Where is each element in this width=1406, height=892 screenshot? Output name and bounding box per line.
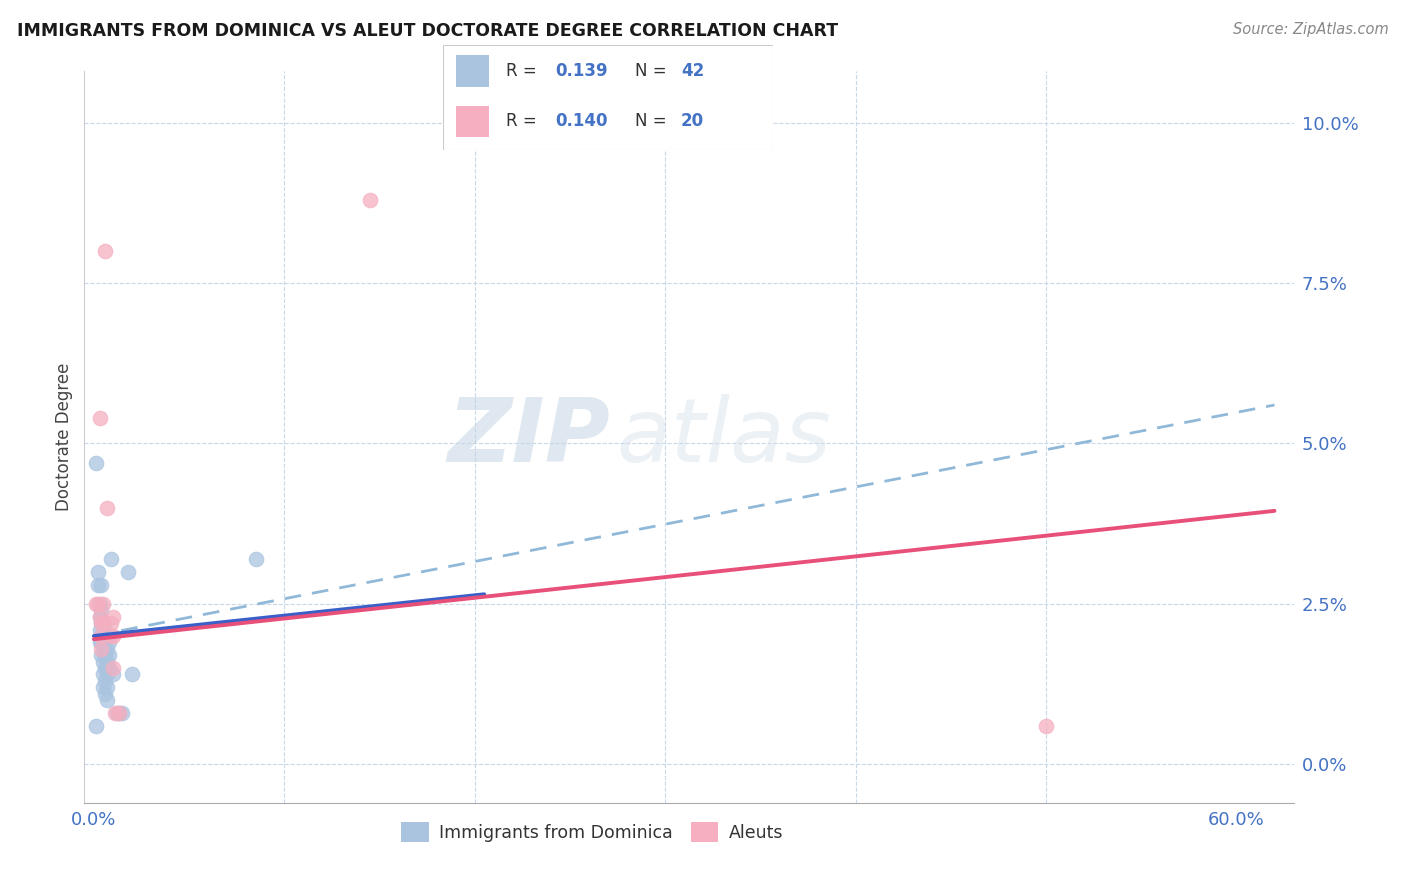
- Point: [93, 681, 115, 695]
- Point: [89, 410, 111, 425]
- Point: [105, 706, 128, 720]
- Point: [90, 616, 112, 631]
- Point: [121, 667, 143, 681]
- Legend: Immigrants from Dominica, Aleuts: Immigrants from Dominica, Aleuts: [394, 815, 790, 849]
- Point: [84, 597, 107, 611]
- Text: N =: N =: [634, 62, 672, 80]
- Point: [100, 629, 122, 643]
- FancyBboxPatch shape: [456, 105, 489, 137]
- Text: Source: ZipAtlas.com: Source: ZipAtlas.com: [1233, 22, 1389, 37]
- FancyBboxPatch shape: [456, 55, 489, 87]
- Point: [1035, 719, 1057, 733]
- Point: [107, 706, 129, 720]
- Point: [90, 577, 112, 591]
- Point: [98, 661, 121, 675]
- Text: 0.139: 0.139: [555, 62, 607, 80]
- Point: [93, 616, 115, 631]
- Point: [101, 629, 124, 643]
- Text: IMMIGRANTS FROM DOMINICA VS ALEUT DOCTORATE DEGREE CORRELATION CHART: IMMIGRANTS FROM DOMINICA VS ALEUT DOCTOR…: [17, 22, 838, 40]
- Point: [93, 641, 115, 656]
- Point: [96, 629, 118, 643]
- Point: [100, 616, 122, 631]
- Point: [96, 500, 118, 515]
- Point: [90, 616, 112, 631]
- Point: [98, 635, 121, 649]
- Point: [101, 609, 124, 624]
- Point: [94, 687, 117, 701]
- Point: [86, 577, 108, 591]
- Point: [89, 635, 111, 649]
- Point: [93, 597, 115, 611]
- Point: [93, 616, 115, 631]
- Point: [96, 681, 118, 695]
- Point: [90, 648, 112, 663]
- Point: [101, 667, 124, 681]
- Text: 42: 42: [681, 62, 704, 80]
- Point: [96, 667, 118, 681]
- Point: [117, 565, 139, 579]
- Point: [98, 648, 121, 663]
- Point: [93, 667, 115, 681]
- Point: [107, 706, 129, 720]
- Point: [90, 603, 112, 617]
- Point: [89, 609, 111, 624]
- Point: [94, 648, 117, 663]
- Y-axis label: Doctorate Degree: Doctorate Degree: [55, 363, 73, 511]
- Point: [93, 655, 115, 669]
- Point: [84, 719, 107, 733]
- Point: [101, 661, 124, 675]
- Point: [94, 623, 117, 637]
- Point: [96, 655, 118, 669]
- Text: 20: 20: [681, 112, 704, 130]
- Point: [93, 629, 115, 643]
- Point: [84, 456, 107, 470]
- Text: ZIP: ZIP: [447, 393, 610, 481]
- Point: [245, 552, 267, 566]
- Point: [104, 706, 127, 720]
- Point: [90, 635, 112, 649]
- Point: [96, 693, 118, 707]
- Text: R =: R =: [506, 62, 541, 80]
- Point: [89, 609, 111, 624]
- Point: [94, 635, 117, 649]
- Point: [89, 597, 111, 611]
- Point: [96, 641, 118, 656]
- Text: N =: N =: [634, 112, 672, 130]
- Point: [94, 673, 117, 688]
- Point: [86, 597, 108, 611]
- Point: [90, 641, 112, 656]
- Point: [90, 629, 112, 643]
- Text: atlas: atlas: [616, 394, 831, 480]
- Text: 0.140: 0.140: [555, 112, 607, 130]
- Text: R =: R =: [506, 112, 541, 130]
- Point: [89, 623, 111, 637]
- Point: [359, 193, 381, 207]
- Point: [100, 552, 122, 566]
- Point: [94, 244, 117, 258]
- FancyBboxPatch shape: [443, 45, 773, 150]
- Point: [86, 565, 108, 579]
- Point: [94, 661, 117, 675]
- Point: [111, 706, 134, 720]
